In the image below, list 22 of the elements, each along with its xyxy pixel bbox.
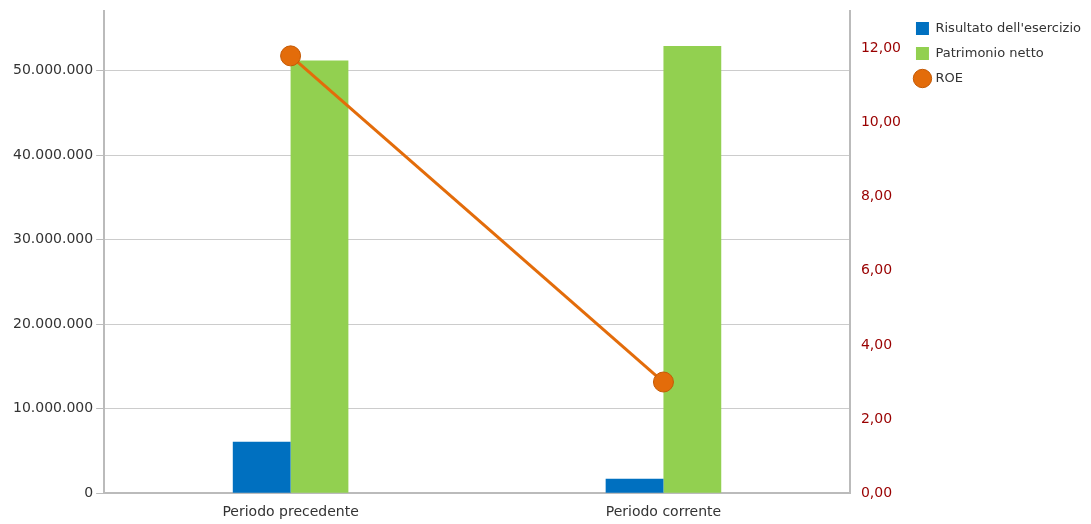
- y2-tick-label: 10,00: [860, 113, 901, 130]
- y2-tick-label: 4,00: [860, 335, 893, 352]
- legend-label: Risultato dell'esercizio: [935, 19, 1082, 35]
- bar: [663, 46, 722, 493]
- legend-label: ROE: [935, 69, 963, 85]
- x-tick-label: Periodo corrente: [605, 503, 722, 520]
- y2-tick-label: 12,00: [860, 39, 901, 56]
- x-tick-label: Periodo precedente: [222, 503, 359, 520]
- y-tick-label: 0: [84, 483, 94, 500]
- y-tick-label: 50.000.000: [12, 61, 94, 78]
- bar: [290, 60, 349, 493]
- y-tick-label: 30.000.000: [12, 230, 94, 247]
- y2-tick-label: 2,00: [860, 409, 893, 426]
- bar: [232, 441, 291, 493]
- y2-tick-label: 6,00: [860, 261, 893, 278]
- y2-tick-label: 0,00: [860, 483, 893, 500]
- y-tick-label: 10.000.000: [12, 399, 94, 416]
- legend-label: Patrimonio netto: [935, 44, 1044, 60]
- y-tick-label: 40.000.000: [12, 145, 94, 162]
- bar: [605, 478, 664, 493]
- y2-tick-label: 8,00: [860, 187, 893, 204]
- y-tick-label: 20.000.000: [12, 314, 94, 331]
